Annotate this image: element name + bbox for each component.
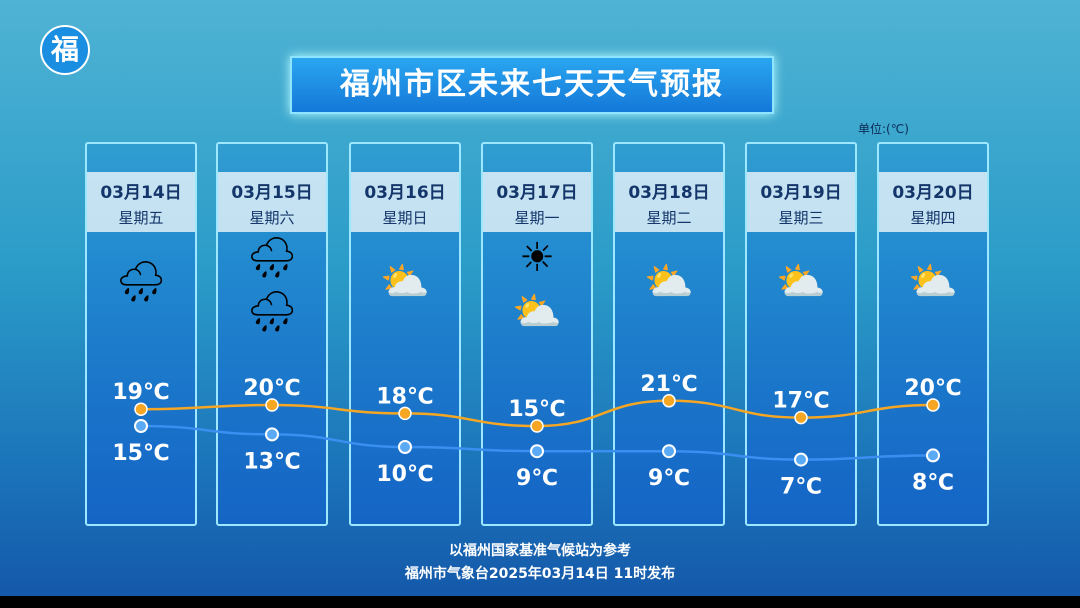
high-temp-label: 20℃ <box>904 376 961 401</box>
card-header: 03月14日 星期五 <box>87 172 195 232</box>
low-temp-point <box>926 448 940 463</box>
day-card: 03月18日 星期二 ⛅ <box>613 142 725 526</box>
low-temp-label: 7℃ <box>780 475 822 500</box>
card-weekday: 星期五 <box>118 209 164 227</box>
cloud-rain-icon: 🌧 <box>115 259 167 305</box>
cloud-rain-icon: 🌧 <box>246 235 298 281</box>
low-temp-point <box>662 444 676 459</box>
high-temp-label: 20℃ <box>243 376 300 401</box>
card-header: 03月19日 星期三 <box>747 172 855 232</box>
fuzhou-logo: 福 <box>40 25 90 75</box>
partly-cloudy-icon: ⛅ <box>644 259 694 305</box>
low-temp-point <box>265 427 279 442</box>
card-weekday: 星期四 <box>910 209 956 227</box>
high-temp-point <box>134 402 148 416</box>
high-temp-point <box>398 406 412 421</box>
card-weekday: 星期六 <box>249 209 295 227</box>
card-header: 03月15日 星期六 <box>218 172 326 232</box>
low-temp-label: 9℃ <box>648 466 690 491</box>
low-temp-point <box>134 419 148 433</box>
low-temp-point <box>530 444 544 459</box>
day-card: 03月17日 星期一 ☀ ⛅ <box>481 142 593 526</box>
bottom-bar <box>0 596 1080 608</box>
card-date: 03月16日 <box>364 183 446 203</box>
high-temp-label: 18℃ <box>376 384 433 409</box>
page-title: 福州市区未来七天天气预报 <box>290 56 774 114</box>
low-temp-label: 8℃ <box>912 470 954 495</box>
low-temp-point <box>398 440 412 454</box>
partly-cloudy-icon: ⛅ <box>776 259 826 305</box>
high-temp-point <box>530 419 544 433</box>
high-temp-label: 17℃ <box>772 389 829 414</box>
card-date: 03月14日 <box>100 183 182 203</box>
partly-cloudy-icon: ⛅ <box>512 289 562 335</box>
low-temp-label: 9℃ <box>516 466 558 491</box>
card-header: 03月18日 星期二 <box>615 172 723 232</box>
day-card: 03月16日 星期日 ⛅ <box>349 142 461 526</box>
sun-icon: ☀ <box>519 235 555 281</box>
card-weekday: 星期三 <box>778 209 824 227</box>
cloud-rain-icon: 🌧 <box>246 289 298 335</box>
low-temp-point <box>794 452 808 467</box>
card-date: 03月17日 <box>496 183 578 203</box>
low-temp-label: 15℃ <box>112 441 169 466</box>
high-temp-label: 15℃ <box>508 397 565 422</box>
card-header: 03月17日 星期一 <box>483 172 591 232</box>
card-date: 03月18日 <box>628 183 710 203</box>
high-temp-point <box>794 410 808 425</box>
high-temp-label: 21℃ <box>640 372 697 397</box>
partly-cloudy-icon: ⛅ <box>908 259 958 305</box>
partly-cloudy-icon: ⛅ <box>380 259 430 305</box>
low-temp-label: 10℃ <box>376 462 433 487</box>
high-temp-point <box>265 398 279 412</box>
high-temp-label: 19℃ <box>112 380 169 405</box>
card-date: 03月19日 <box>760 183 842 203</box>
day-card: 03月14日 星期五 🌧 <box>85 142 197 526</box>
footer-reference: 以福州国家基准气候站为参考 <box>449 543 631 559</box>
footer-publish: 福州市气象台2025年03月14日 11时发布 <box>404 566 676 582</box>
high-temp-point <box>662 394 676 408</box>
day-card: 03月15日 星期六 🌧 🌧 <box>216 142 328 526</box>
day-card: 03月19日 星期三 ⛅ <box>745 142 857 526</box>
card-weekday: 星期日 <box>382 209 428 227</box>
card-header: 03月20日 星期四 <box>879 172 987 232</box>
low-temp-label: 13℃ <box>243 449 300 474</box>
card-date: 03月15日 <box>231 183 313 203</box>
card-header: 03月16日 星期日 <box>351 172 459 232</box>
high-temp-point <box>926 398 940 412</box>
card-date: 03月20日 <box>892 183 974 203</box>
card-weekday: 星期二 <box>646 209 692 227</box>
unit-label: 单位:(℃) <box>858 122 909 136</box>
card-weekday: 星期一 <box>514 209 560 227</box>
